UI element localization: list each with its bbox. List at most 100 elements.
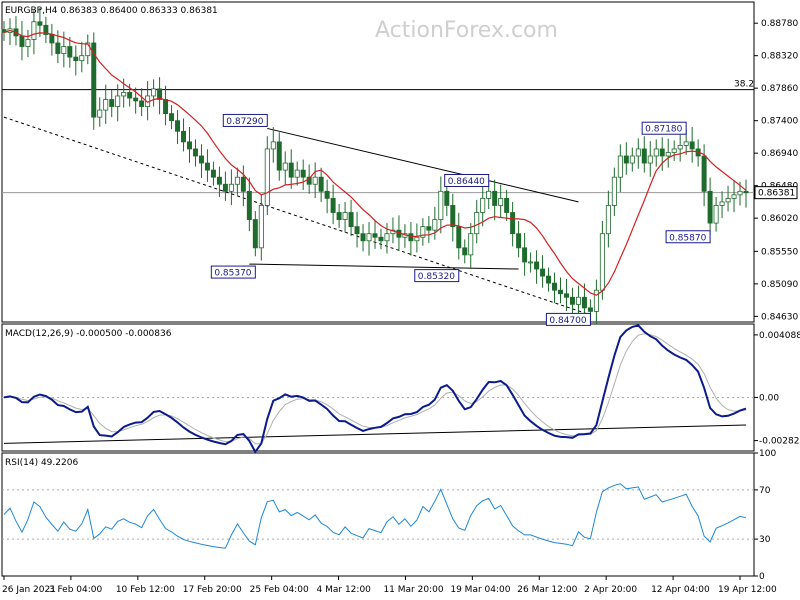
time-tick-label: 25 Feb 04:00 bbox=[250, 585, 309, 595]
time-tick-label: 19 Mar 04:00 bbox=[450, 585, 510, 595]
candle-body bbox=[426, 226, 432, 231]
candle-body bbox=[282, 162, 288, 171]
candle-body bbox=[354, 226, 360, 235]
candle-body bbox=[372, 233, 378, 238]
current-price-label: 0.86381 bbox=[758, 189, 795, 199]
candle-body bbox=[432, 219, 438, 231]
candle-body bbox=[246, 190, 252, 220]
candle-body bbox=[659, 148, 665, 157]
candle-body bbox=[330, 197, 336, 213]
candle-body bbox=[593, 289, 599, 312]
candle-body bbox=[97, 109, 103, 118]
rsi-axis: 100 70 30 0 bbox=[754, 449, 776, 582]
rsi-pane[interactable] bbox=[1, 452, 755, 577]
candle-body bbox=[25, 39, 31, 47]
price-label-box bbox=[545, 312, 591, 326]
candle-body bbox=[528, 261, 534, 264]
price-tick-label: 0.87400 bbox=[761, 117, 798, 127]
candle-body bbox=[563, 293, 569, 298]
price-tick-label: 0.84630 bbox=[761, 312, 798, 322]
candle-body bbox=[163, 99, 169, 115]
candle-body bbox=[725, 197, 731, 203]
price-tick-label: 0.86020 bbox=[761, 214, 798, 224]
candle-body bbox=[198, 155, 204, 164]
macd-axis: 0.004088 0.00 -0.00282 bbox=[754, 331, 800, 447]
candle-body bbox=[378, 236, 384, 242]
candle-body bbox=[121, 92, 127, 97]
candle-body bbox=[617, 155, 623, 178]
rsi-tick-label: 70 bbox=[759, 486, 771, 496]
candle-body bbox=[504, 197, 510, 213]
candle-body bbox=[79, 55, 85, 62]
candle-body bbox=[324, 190, 330, 199]
candle-body bbox=[456, 226, 462, 249]
rsi-pane-title: RSI(14) 49.2206 bbox=[5, 458, 78, 468]
time-tick-label: 19 Apr 12:00 bbox=[718, 585, 777, 595]
price-pane[interactable] bbox=[1, 1, 755, 323]
time-tick-label: 2 Apr 20:00 bbox=[584, 585, 637, 595]
candle-body bbox=[31, 21, 37, 40]
price-annotations: 0.87290 0.85370 0.85320 0.86440 0.84700 0.871… bbox=[210, 113, 711, 326]
candle-body bbox=[623, 155, 629, 164]
candle-body bbox=[534, 261, 540, 270]
price-label: 0.86440 bbox=[448, 177, 485, 187]
rsi-tick-label: 30 bbox=[759, 535, 771, 545]
price-label-box bbox=[222, 113, 268, 127]
price-tick-label: 0.85090 bbox=[761, 280, 798, 290]
trendline bbox=[3, 116, 591, 316]
candle-body bbox=[552, 282, 558, 291]
macd-pane[interactable] bbox=[1, 323, 755, 452]
time-tick-label: 12 Apr 04:00 bbox=[651, 585, 710, 595]
price-axis: 0.887800.883200.878600.874000.869400.864… bbox=[754, 19, 798, 322]
candle-body bbox=[558, 289, 563, 295]
rsi-line bbox=[2, 483, 754, 549]
price-tick-label: 0.86940 bbox=[761, 149, 798, 159]
price-label: 0.85370 bbox=[214, 269, 251, 279]
candle-body bbox=[743, 190, 749, 194]
price-label-box bbox=[414, 269, 460, 283]
candle-body bbox=[181, 130, 187, 143]
price-label: 0.85320 bbox=[418, 272, 455, 282]
candle-body bbox=[37, 21, 43, 26]
candle-body bbox=[169, 113, 175, 122]
candle-body bbox=[629, 155, 635, 164]
watermark: ActionForex.com bbox=[375, 18, 558, 43]
macd-pane-title: MACD(12,26,9) -0.000500 -0.000836 bbox=[5, 329, 172, 339]
macd-lines bbox=[2, 324, 754, 454]
rsi-main-line bbox=[3, 483, 747, 549]
candle-body bbox=[707, 190, 713, 224]
candle-body bbox=[599, 233, 605, 291]
candle-body bbox=[665, 152, 671, 157]
candle-body bbox=[510, 212, 516, 235]
candle-body bbox=[270, 141, 276, 150]
candle-body bbox=[103, 99, 109, 111]
candle-body bbox=[139, 100, 145, 107]
candle-body bbox=[222, 183, 228, 192]
macd-tick-label: 0.00 bbox=[759, 393, 779, 403]
time-tick-label: 26 Jan 2021 bbox=[2, 585, 56, 595]
candle-body bbox=[258, 205, 264, 249]
candle-body bbox=[492, 190, 498, 206]
candle-body bbox=[444, 190, 450, 206]
candle-body bbox=[647, 155, 653, 164]
candle-body bbox=[300, 169, 306, 178]
price-tick-label: 0.88780 bbox=[761, 19, 798, 29]
candle-body bbox=[540, 268, 546, 277]
price-trendlines bbox=[3, 116, 591, 316]
candle-body bbox=[701, 155, 707, 192]
candle-body bbox=[43, 24, 49, 35]
candle-body bbox=[204, 162, 210, 171]
price-label: 0.84700 bbox=[549, 316, 586, 326]
candle-body bbox=[216, 176, 222, 185]
price-tick-label: 0.88320 bbox=[761, 52, 798, 62]
candle-body bbox=[731, 194, 737, 199]
candle-body bbox=[408, 233, 414, 242]
candle-body bbox=[683, 141, 689, 146]
price-label: 0.87180 bbox=[645, 125, 682, 135]
current-price-box bbox=[754, 186, 798, 200]
candle-body bbox=[55, 42, 61, 54]
candle-body bbox=[498, 197, 504, 206]
price-label-box bbox=[665, 230, 711, 244]
candle-body bbox=[252, 219, 258, 249]
